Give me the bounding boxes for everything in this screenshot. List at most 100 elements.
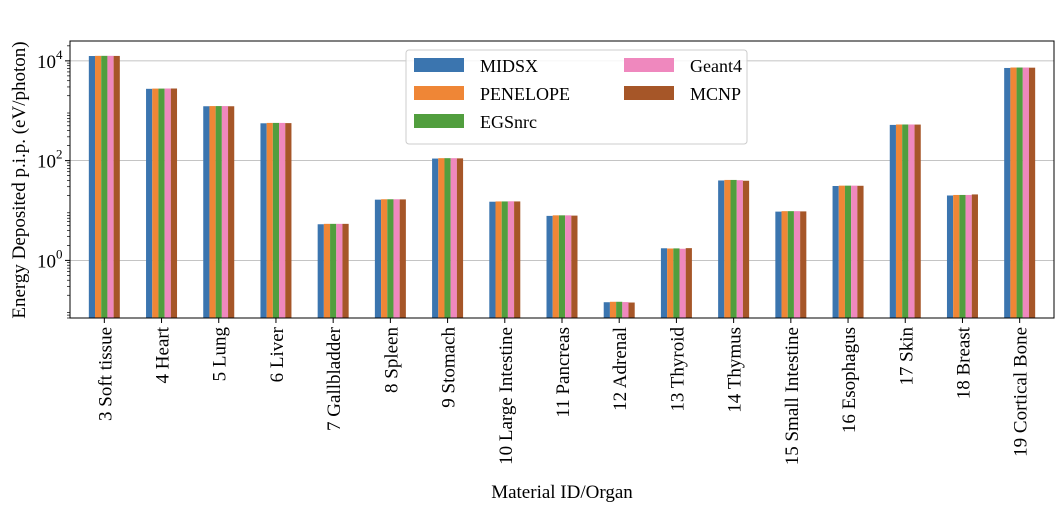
bar-mcnp-17 <box>1028 67 1036 318</box>
bar-mcnp-4 <box>285 123 292 319</box>
y-tick-label: 102 <box>37 147 63 173</box>
bar-egsnrc-14 <box>844 185 852 318</box>
bar-egsnrc-7 <box>444 158 451 318</box>
bar-egsnrc-16 <box>959 194 966 318</box>
bar-geant4-7 <box>450 158 457 318</box>
bar-mcnp-3 <box>228 106 235 318</box>
y-tick-label-base: 10 <box>37 251 56 272</box>
bar-egsnrc-12 <box>730 179 737 318</box>
bar-geant4-5 <box>336 223 343 318</box>
bar-penelope-6 <box>381 199 388 318</box>
bar-penelope-4 <box>266 122 273 318</box>
x-tick-label: 8 Spleen <box>381 327 402 393</box>
bar-mcnp-10 <box>628 302 635 318</box>
bar-egsnrc-2 <box>158 88 165 318</box>
bar-mcnp-15 <box>914 124 921 318</box>
x-tick-label: 6 Liver <box>267 326 288 382</box>
bar-mcnp-8 <box>514 201 521 318</box>
bar-midsx-15 <box>889 124 896 318</box>
bar-midsx-11 <box>660 248 668 318</box>
y-tick-label-base: 10 <box>37 52 56 73</box>
bar-geant4-15 <box>908 124 915 318</box>
bar-midsx-13 <box>775 211 782 318</box>
bar-penelope-2 <box>152 88 159 318</box>
bar-midsx-16 <box>946 195 954 318</box>
y-tick-label-exponent: 4 <box>56 47 63 62</box>
bar-egsnrc-3 <box>215 106 222 318</box>
bar-egsnrc-13 <box>787 211 794 318</box>
bar-geant4-11 <box>679 248 686 318</box>
bar-midsx-7 <box>432 158 439 318</box>
x-tick-label: 15 Small Intestine <box>782 327 803 465</box>
bar-penelope-12 <box>724 179 731 318</box>
x-tick-label: 4 Heart <box>153 326 174 383</box>
bar-geant4-9 <box>565 215 572 318</box>
bar-geant4-2 <box>164 88 171 318</box>
bar-geant4-10 <box>622 302 629 318</box>
bar-egsnrc-6 <box>387 199 394 318</box>
x-tick-label: 18 Breast <box>953 326 974 399</box>
bar-penelope-10 <box>609 301 617 318</box>
legend-label-penelope: PENELOPE <box>480 84 570 104</box>
x-tick-label: 10 Large Intestine <box>496 327 517 465</box>
legend-swatch-penelope <box>414 86 464 100</box>
x-axis-label: Material ID/Organ <box>491 482 633 503</box>
legend: MIDSX PENELOPE EGSnrc Geant4 MCNP <box>405 49 748 145</box>
legend-label-geant4: Geant4 <box>690 56 742 76</box>
bar-midsx-17 <box>1004 67 1011 318</box>
bar-egsnrc-11 <box>673 248 680 318</box>
x-tick-label: 19 Cortical Bone <box>1011 327 1032 457</box>
y-tick-label: 100 <box>37 246 63 272</box>
bar-midsx-8 <box>489 201 496 318</box>
bar-penelope-5 <box>323 223 331 318</box>
bar-midsx-3 <box>203 106 210 318</box>
legend-swatch-mcnp <box>624 86 674 100</box>
x-tick-label: 13 Thyroid <box>667 327 688 412</box>
x-tick-label: 9 Stomach <box>439 327 460 408</box>
bar-egsnrc-17 <box>1016 67 1023 319</box>
bar-geant4-16 <box>965 194 972 318</box>
bar-geant4-3 <box>221 106 229 318</box>
bar-geant4-1 <box>107 55 114 319</box>
x-axis-ticks: 3 Soft tissue 4 Heart 5 Lung 6 Liver 7 Gallb… <box>95 318 1032 465</box>
bar-midsx-4 <box>260 123 267 318</box>
y-tick-label-exponent: 2 <box>56 147 63 162</box>
legend-swatch-egsnrc <box>414 114 464 128</box>
bar-geant4-6 <box>393 199 400 318</box>
bar-geant4-13 <box>793 211 801 318</box>
x-tick-label: 7 Gallbladder <box>324 326 345 431</box>
bar-mcnp-14 <box>857 185 864 318</box>
bar-geant4-4 <box>279 122 286 318</box>
x-tick-label: 5 Lung <box>210 327 231 382</box>
x-tick-label: 17 Skin <box>896 327 917 386</box>
y-tick-label-base: 10 <box>37 152 56 173</box>
legend-label-mcnp: MCNP <box>690 84 741 104</box>
bar-egsnrc-15 <box>902 124 909 318</box>
bar-mcnp-6 <box>399 199 406 318</box>
bar-penelope-1 <box>95 55 102 319</box>
bar-midsx-1 <box>88 56 96 318</box>
bar-penelope-11 <box>667 248 674 318</box>
bar-penelope-9 <box>552 215 559 318</box>
bar-midsx-12 <box>718 180 725 318</box>
bar-penelope-15 <box>895 124 903 318</box>
legend-label-egsnrc: EGSnrc <box>480 112 537 132</box>
bar-mcnp-11 <box>685 248 692 318</box>
bar-penelope-14 <box>838 185 845 318</box>
bar-geant4-12 <box>736 180 743 318</box>
bar-penelope-17 <box>1010 67 1017 319</box>
bar-mcnp-16 <box>971 194 978 318</box>
bar-midsx-9 <box>546 215 553 318</box>
bar-penelope-8 <box>495 201 502 318</box>
bar-midsx-14 <box>832 185 839 318</box>
x-tick-label: 14 Thymus <box>725 327 746 413</box>
bar-mcnp-9 <box>571 215 578 318</box>
bar-penelope-13 <box>781 211 788 318</box>
legend-swatch-geant4 <box>624 58 674 72</box>
bar-midsx-6 <box>374 199 382 318</box>
x-tick-label: 3 Soft tissue <box>95 327 116 421</box>
y-axis-label: Energy Deposited p.i.p. (eV/photon) <box>9 41 30 318</box>
bar-penelope-3 <box>209 106 216 318</box>
